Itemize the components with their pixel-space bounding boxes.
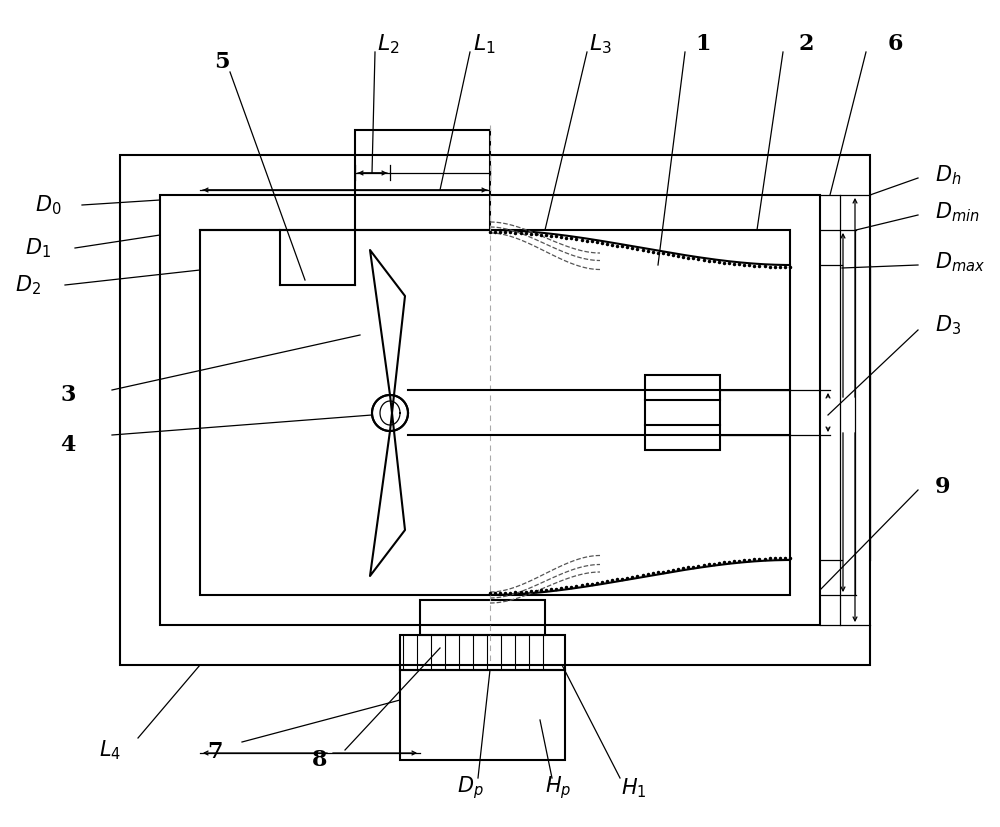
Text: $H_p$: $H_p$: [545, 775, 571, 801]
Polygon shape: [370, 250, 405, 431]
Text: $L_1$: $L_1$: [473, 32, 495, 55]
Text: 2: 2: [798, 33, 814, 55]
Bar: [400, 635, 565, 670]
Text: $L_4$: $L_4$: [99, 739, 121, 762]
Text: $D_{min}$: $D_{min}$: [935, 200, 980, 224]
Text: $D_{max}$: $D_{max}$: [935, 251, 985, 274]
Text: $D_0$: $D_0$: [35, 194, 61, 217]
Text: 7: 7: [207, 741, 223, 763]
Text: 4: 4: [60, 434, 75, 456]
Bar: [645, 375, 720, 450]
Bar: [420, 600, 545, 635]
Text: $D_h$: $D_h$: [935, 163, 961, 187]
Text: $D_3$: $D_3$: [935, 313, 961, 337]
Text: $D_2$: $D_2$: [15, 273, 41, 297]
Polygon shape: [370, 395, 405, 576]
Bar: [200, 230, 790, 595]
Text: $D_1$: $D_1$: [25, 237, 51, 260]
Text: 6: 6: [887, 33, 903, 55]
Bar: [120, 155, 870, 665]
Bar: [355, 130, 490, 230]
Text: 8: 8: [312, 749, 328, 771]
Text: 3: 3: [60, 384, 75, 406]
Text: 9: 9: [935, 476, 950, 498]
Text: 1: 1: [695, 33, 711, 55]
Bar: [400, 670, 565, 760]
Text: $H_1$: $H_1$: [621, 777, 647, 800]
Text: $L_2$: $L_2$: [377, 32, 399, 55]
Text: $L_3$: $L_3$: [589, 32, 611, 55]
Bar: [160, 195, 820, 625]
Text: $D_p$: $D_p$: [457, 775, 483, 801]
Text: 5: 5: [214, 51, 230, 73]
